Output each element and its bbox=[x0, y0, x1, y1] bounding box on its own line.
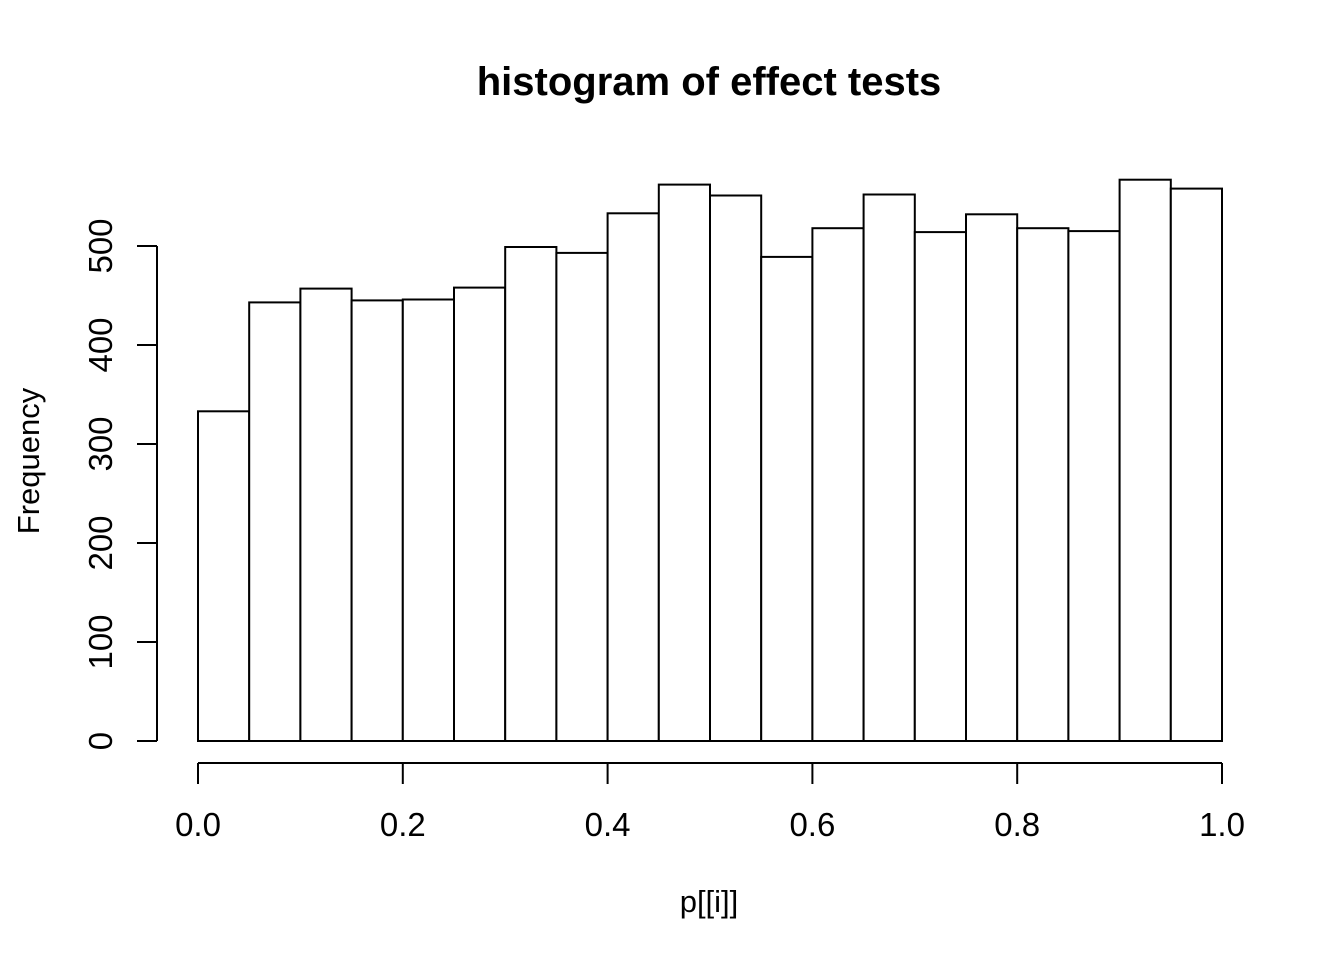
histogram-bar bbox=[555, 251, 609, 742]
histogram-bar bbox=[401, 298, 455, 742]
x-tick-label: 0.0 bbox=[175, 806, 221, 843]
histogram-bar bbox=[965, 213, 1019, 743]
histogram-bar bbox=[1118, 178, 1172, 742]
histogram-bar bbox=[811, 227, 865, 742]
histogram-bar bbox=[760, 255, 814, 742]
x-tick-label: 0.8 bbox=[994, 806, 1040, 843]
histogram-bar bbox=[350, 299, 404, 742]
histogram-bar bbox=[504, 246, 558, 742]
y-tick-label: 100 bbox=[82, 614, 119, 669]
histogram-bar bbox=[1169, 187, 1224, 743]
chart-title: histogram of effect tests bbox=[476, 60, 942, 104]
y-tick-label: 0 bbox=[82, 732, 119, 750]
y-tick-label: 300 bbox=[82, 416, 119, 471]
histogram-bar bbox=[299, 287, 353, 742]
y-axis-label: Frequency bbox=[11, 387, 46, 535]
histogram-bar bbox=[248, 301, 302, 742]
histogram-bar bbox=[862, 193, 916, 742]
histogram-bar bbox=[1067, 230, 1121, 742]
histogram-bar bbox=[657, 183, 711, 743]
histogram-bar bbox=[197, 410, 251, 742]
y-tick-label: 500 bbox=[82, 218, 119, 273]
x-tick-label: 0.6 bbox=[789, 806, 835, 843]
y-tick-label: 400 bbox=[82, 317, 119, 372]
x-tick-label: 1.0 bbox=[1199, 806, 1245, 843]
histogram-bar bbox=[606, 212, 660, 743]
histogram-bar bbox=[453, 286, 507, 742]
x-axis-label: p[[i]] bbox=[679, 884, 739, 919]
x-tick-label: 0.2 bbox=[380, 806, 426, 843]
histogram-bar bbox=[1016, 227, 1070, 742]
x-tick-label: 0.4 bbox=[585, 806, 631, 843]
y-tick-label: 200 bbox=[82, 515, 119, 570]
histogram-bar bbox=[913, 231, 967, 742]
histogram-bar bbox=[709, 194, 763, 742]
